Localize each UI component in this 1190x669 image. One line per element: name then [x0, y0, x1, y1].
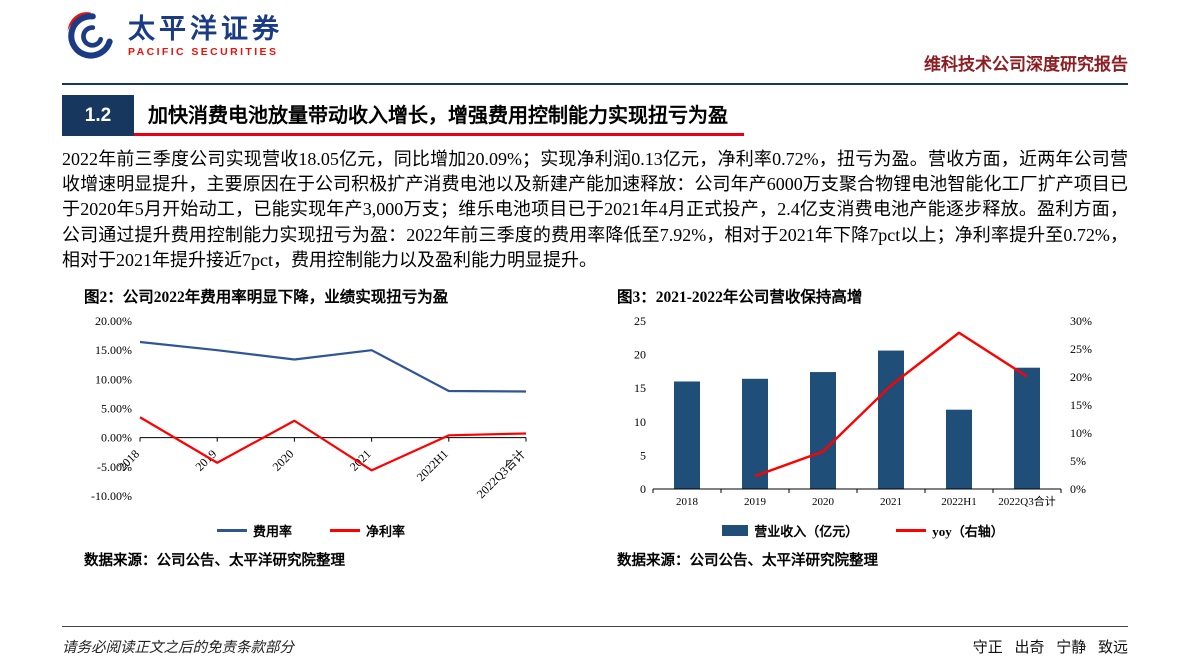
section-number-badge: 1.2	[62, 95, 134, 136]
svg-text:5: 5	[640, 448, 646, 462]
svg-text:25: 25	[634, 314, 646, 328]
svg-text:20%: 20%	[1070, 370, 1092, 384]
figures-row: 图2：公司2022年费用率明显下降，业绩实现扭亏为盈 -10.00% -5.00%…	[62, 285, 1128, 570]
svg-text:0%: 0%	[1070, 482, 1086, 496]
svg-text:2020: 2020	[812, 496, 835, 508]
page-header: 太平洋证券 PACIFIC SECURITIES 维科技术公司深度研究报告	[62, 8, 1128, 80]
svg-text:-5.00%: -5.00%	[97, 460, 132, 474]
svg-text:30%: 30%	[1070, 314, 1092, 328]
svg-text:20: 20	[634, 348, 646, 362]
figure-3-title: 图3：2021-2022年公司营收保持高增	[617, 288, 863, 306]
fig3-legend-item-yoy: yoy（右轴）	[896, 521, 1004, 540]
legend-label: 费用率	[252, 524, 292, 540]
fig3-legend: 营业收入（亿元） yoy（右轴）	[613, 521, 1113, 541]
figure-3-source: 数据来源：公司公告、太平洋研究院整理	[617, 552, 878, 569]
svg-text:2019: 2019	[744, 496, 767, 508]
body-paragraph: 2022年前三季度公司实现营收18.05亿元，同比增加20.09%；实现净利润0…	[62, 149, 1128, 270]
svg-text:2022Q3合计: 2022Q3合计	[998, 494, 1055, 508]
svg-text:0.00%: 0.00%	[101, 431, 132, 445]
footer-motto: 守正 出奇 宁静 致远	[972, 640, 1128, 656]
fig2-legend: 费用率 净利率	[76, 521, 546, 541]
bar-series-swatch	[722, 525, 749, 537]
line-series-swatch	[216, 529, 247, 533]
svg-text:10%: 10%	[1070, 426, 1092, 440]
svg-text:-10.00%: -10.00%	[91, 489, 132, 503]
brand-text: 太平洋证券 PACIFIC SECURITIES	[128, 14, 283, 57]
svg-text:15: 15	[634, 381, 646, 395]
svg-text:15%: 15%	[1070, 398, 1092, 412]
svg-text:25%: 25%	[1070, 342, 1092, 356]
pacific-securities-logo-icon	[62, 8, 118, 64]
svg-text:2020: 2020	[270, 447, 297, 474]
svg-text:2022Q3合计: 2022Q3合计	[473, 446, 528, 501]
figure-3: 图3：2021-2022年公司营收保持高增 0 5 10 15 20 25 0% 5% 10% 1…	[595, 285, 1128, 570]
svg-text:2018: 2018	[676, 496, 699, 508]
figure-2-source: 数据来源：公司公告、太平洋研究院整理	[84, 552, 345, 569]
svg-text:10: 10	[634, 415, 646, 429]
section-title: 加快消费电池放量带动收入增长，增强费用控制能力实现扭亏为盈	[134, 95, 744, 136]
line-series-swatch	[896, 529, 927, 533]
svg-text:2022H1: 2022H1	[414, 447, 451, 484]
fig3-legend-item-revenue: 营业收入（亿元）	[722, 521, 858, 540]
brand: 太平洋证券 PACIFIC SECURITIES	[62, 8, 283, 64]
line-series-swatch	[330, 529, 360, 533]
svg-text:5.00%: 5.00%	[101, 401, 132, 415]
fig2-legend-item-expense-ratio: 费用率	[216, 521, 292, 540]
header-divider	[62, 83, 1128, 85]
svg-text:2021: 2021	[880, 496, 902, 508]
svg-text:0: 0	[640, 482, 646, 496]
svg-text:5%: 5%	[1070, 454, 1086, 468]
svg-text:2022H1: 2022H1	[941, 496, 976, 508]
legend-label: yoy（右轴）	[932, 524, 1004, 540]
legend-label: 营业收入（亿元）	[754, 524, 859, 540]
report-series-title: 维科技术公司深度研究报告	[924, 55, 1128, 74]
section-heading: 1.2 加快消费电池放量带动收入增长，增强费用控制能力实现扭亏为盈	[62, 95, 1128, 136]
fig2-expense-ratio-line-chart: -10.00% -5.00% 0.00% 5.00% 10.00% 15.00% 20.00…	[76, 311, 546, 521]
fig3-revenue-bar-line-chart: 0 5 10 15 20 25 0% 5% 10% 15% 20% 25% 30% 2018 2019 202…	[613, 311, 1113, 521]
page-footer: 请务必阅读正文之后的免责条款部分 守正 出奇 宁静 致远	[62, 626, 1128, 657]
legend-label: 净利率	[366, 524, 406, 540]
brand-name-en: PACIFIC SECURITIES	[128, 45, 279, 58]
svg-text:10.00%: 10.00%	[95, 372, 132, 386]
svg-text:15.00%: 15.00%	[95, 343, 132, 357]
footer-disclaimer: 请务必阅读正文之后的免责条款部分	[62, 640, 294, 656]
figure-2-title: 图2：公司2022年费用率明显下降，业绩实现扭亏为盈	[84, 288, 449, 306]
fig2-legend-item-net-margin: 净利率	[330, 521, 405, 540]
brand-name-cn: 太平洋证券	[128, 14, 283, 45]
svg-text:20.00%: 20.00%	[95, 314, 132, 328]
figure-2: 图2：公司2022年费用率明显下降，业绩实现扭亏为盈 -10.00% -5.00%…	[62, 285, 595, 570]
